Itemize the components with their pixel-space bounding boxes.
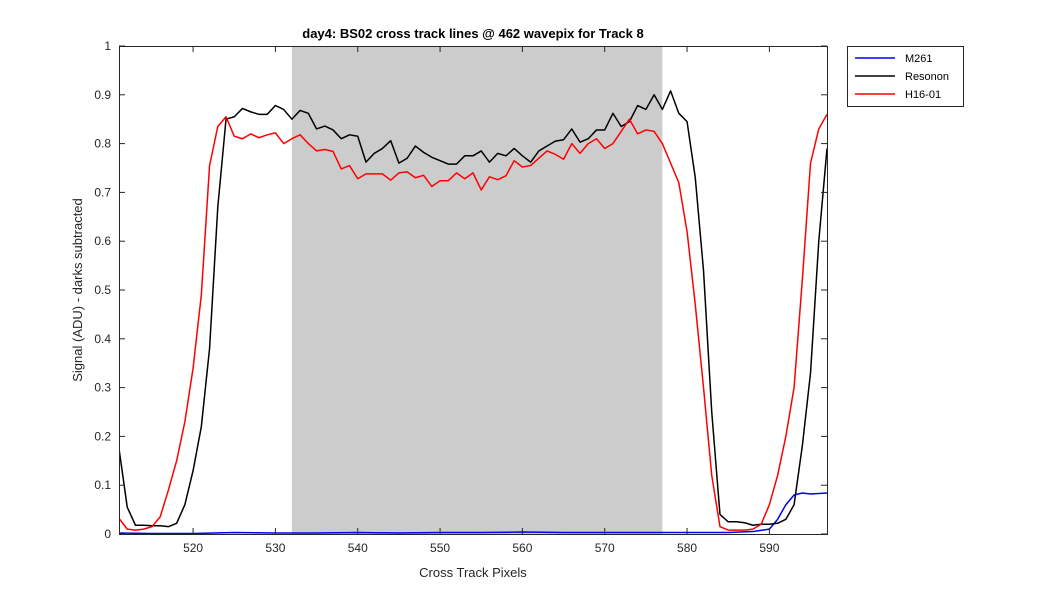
y-tick-label: 0.6 [94,234,111,248]
legend-entry-label: H16-01 [905,89,941,101]
legend-entry-label: Resonon [905,71,949,83]
x-tick-label: 530 [265,541,285,555]
y-tick-label: 0.5 [94,283,111,297]
series-line-m261 [119,492,827,534]
x-axis-label: Cross Track Pixels [419,565,527,580]
series-layer [119,90,827,534]
x-tick-label: 570 [595,541,615,555]
x-axis-ticks: 520 530 540 550 560 570 580 590 [183,46,780,555]
y-tick-label: 0.1 [94,478,111,492]
series-line-h16-01 [119,113,827,531]
legend: M261 Resonon H16-01 [847,46,964,107]
y-tick-label: 0 [104,527,111,541]
y-tick-label: 0.3 [94,381,111,395]
x-tick-label: 520 [183,541,203,555]
y-tick-label: 1 [104,39,111,53]
series-line-resonon [119,90,827,528]
y-tick-label: 0.9 [94,88,111,102]
x-tick-label: 590 [759,541,779,555]
chart-title: day4: BS02 cross track lines @ 462 wavep… [302,26,643,41]
y-tick-label: 0.7 [94,185,111,199]
y-tick-label: 0.8 [94,137,111,151]
y-axis-label: Signal (ADU) - darks subtracted [70,198,85,382]
y-axis-ticks: 0 0.1 0.2 0.3 0.4 0.5 0.6 0.7 0.8 0.9 1 [94,39,827,541]
y-tick-label: 0.2 [94,429,111,443]
x-tick-label: 540 [348,541,368,555]
y-tick-label: 0.4 [94,332,111,346]
x-tick-label: 550 [430,541,450,555]
x-tick-label: 560 [512,541,532,555]
x-tick-label: 580 [677,541,697,555]
shaded-region [291,46,663,534]
legend-entry-label: M261 [905,53,933,65]
